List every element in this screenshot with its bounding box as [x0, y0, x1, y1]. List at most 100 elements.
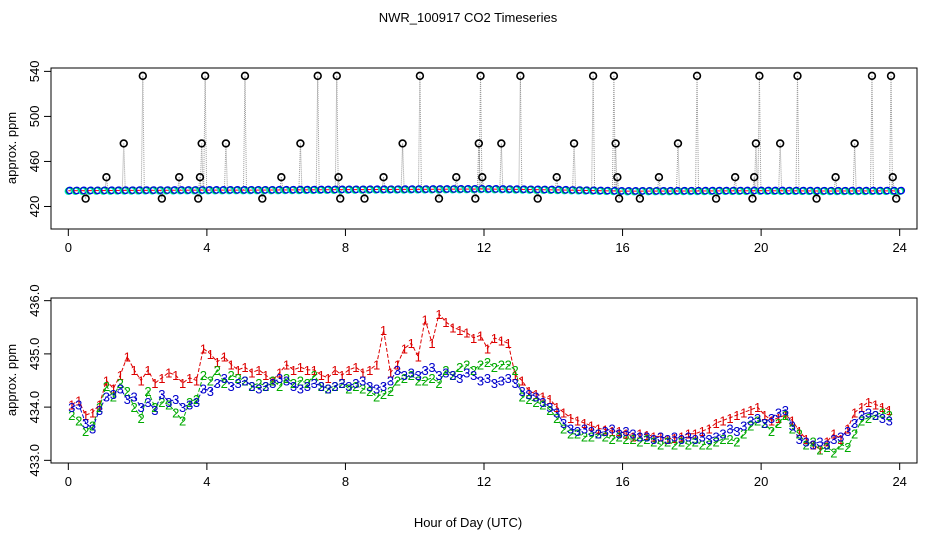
bottom-series-3-point: 3	[678, 432, 685, 447]
bottom-series-1-point: 1	[609, 424, 616, 439]
bottom-series-1-point: 1	[685, 427, 692, 442]
top-spike-point	[635, 194, 645, 203]
top-spike-point	[174, 173, 184, 182]
bottom-series-3-point: 3	[359, 374, 366, 389]
top-spike-connector	[363, 189, 367, 199]
bottom-series-3-point: 3	[712, 429, 719, 444]
top-spike-connector	[734, 177, 738, 191]
bottom-series-3-point: 3	[546, 400, 553, 415]
bottom-series-2-point: 2	[699, 437, 706, 452]
bottom-series-1-point: 1	[283, 358, 290, 373]
top-spike-point	[415, 71, 425, 81]
bottom-series-2-point: 2	[865, 411, 872, 426]
top-spike-connector	[438, 189, 441, 199]
chart-title: NWR_100917 CO2 Timeseries	[379, 10, 558, 25]
x-axis-label: Hour of Day (UTC)	[414, 515, 522, 530]
top-spike-point	[888, 173, 897, 182]
bottom-series-2-point: 2	[387, 384, 394, 399]
bottom-series-1-point: 1	[823, 435, 830, 450]
bottom-series-3-point: 3	[290, 379, 297, 394]
bottom-series-2-point: 2	[380, 387, 387, 402]
bottom-series-2-point: 2	[151, 400, 158, 415]
bottom-series-1-point: 1	[581, 416, 588, 431]
top-series-layer	[64, 71, 906, 203]
bottom-series-1-point: 1	[796, 424, 803, 439]
bottom-series-2-point: 2	[193, 392, 200, 407]
bottom-series-1-point: 1	[740, 405, 747, 420]
bottom-y-axis-label: approx. ppm	[4, 344, 19, 416]
bottom-series-3-point: 3	[207, 384, 214, 399]
bottom-series-1-point: 1	[449, 320, 456, 335]
bottom-x-tick-label: 0	[65, 474, 72, 489]
bottom-series-1-point: 1	[553, 400, 560, 415]
top-spike-connector	[260, 189, 263, 199]
top-y-tick-label: 540	[27, 61, 42, 83]
bottom-series-1-point: 1	[103, 374, 110, 389]
bottom-series-3-point: 3	[421, 363, 428, 378]
top-spike-point	[332, 71, 341, 81]
bottom-series-1-point: 1	[110, 381, 117, 396]
top-spike-point	[692, 71, 702, 81]
bottom-y-tick-label: 434.0	[27, 391, 42, 424]
bottom-series-3-point: 3	[588, 424, 595, 439]
bottom-series-2-point: 2	[421, 374, 428, 389]
bottom-series-1-point: 1	[546, 392, 553, 407]
bottom-series-1-point: 1	[228, 358, 235, 373]
bottom-series-3-point: 3	[345, 379, 352, 394]
bottom-series-1-point: 1	[671, 431, 678, 446]
bottom-series-3-point: 3	[318, 379, 325, 394]
bottom-series-2-point: 2	[68, 408, 75, 423]
bottom-series-2-point: 2	[144, 384, 151, 399]
bottom-series-3-point: 3	[477, 374, 484, 389]
bottom-series-2-point: 2	[615, 429, 622, 444]
bottom-series-2-point: 2	[345, 381, 352, 396]
top-spike-connector	[338, 189, 341, 199]
bottom-series-2-point: 2	[539, 397, 546, 412]
bottom-series-3-point: 3	[428, 360, 435, 375]
bottom-series-1-point: 1	[699, 424, 706, 439]
bottom-series-2-point: 2	[498, 358, 505, 373]
bottom-series-2-point: 2	[283, 371, 290, 386]
top-spike-point	[886, 71, 896, 81]
bottom-series-2-point: 2	[512, 363, 519, 378]
bottom-series-1-point: 1	[394, 358, 401, 373]
bottom-series-1-point: 1	[144, 363, 151, 378]
bottom-series-2-point: 2	[574, 427, 581, 442]
bottom-series-3-point: 3	[131, 389, 138, 404]
top-spike-connector	[261, 189, 265, 199]
bottom-series-3-point: 3	[255, 381, 262, 396]
bottom-series-3-point: 3	[796, 432, 803, 447]
bottom-y-tick-label: 436.0	[27, 284, 42, 317]
bottom-series-2-point: 2	[290, 376, 297, 391]
bottom-series-3-point: 3	[68, 400, 75, 415]
bottom-series-2-point: 2	[96, 400, 103, 415]
bottom-series-1-point: 1	[442, 315, 449, 330]
bottom-series-3-point: 3	[366, 379, 373, 394]
top-spike-point	[775, 139, 785, 148]
bottom-series-2-point: 2	[560, 421, 567, 436]
top-spike-point	[197, 139, 206, 148]
bottom-series-3-point: 3	[186, 397, 193, 412]
bottom-series-2-point: 2	[747, 419, 754, 434]
bottom-series-2-point: 2	[484, 355, 491, 370]
top-spike-point	[711, 194, 721, 203]
bottom-series-2-point: 2	[803, 437, 810, 452]
top-spike-point	[569, 139, 579, 148]
bottom-series-1-point: 1	[706, 421, 713, 436]
bottom-x-tick-label: 4	[203, 474, 210, 489]
bottom-series-2-point: 2	[124, 384, 131, 399]
bottom-series-2-point: 2	[754, 413, 761, 428]
bottom-series-2-point: 2	[609, 432, 616, 447]
bottom-series-3-point: 3	[581, 421, 588, 436]
bottom-series-1-point: 1	[532, 387, 539, 402]
bottom-series-2-point: 2	[775, 416, 782, 431]
top-spike-connector	[400, 143, 404, 190]
bottom-series-1-point: 1	[89, 405, 96, 420]
top-spike-point	[478, 173, 487, 182]
bottom-series-1-point: 1	[380, 323, 387, 338]
bottom-series-2-point: 2	[435, 376, 442, 391]
bottom-series-2-point: 2	[89, 419, 96, 434]
top-spike-connector	[618, 191, 622, 199]
top-spike-point	[138, 71, 147, 81]
